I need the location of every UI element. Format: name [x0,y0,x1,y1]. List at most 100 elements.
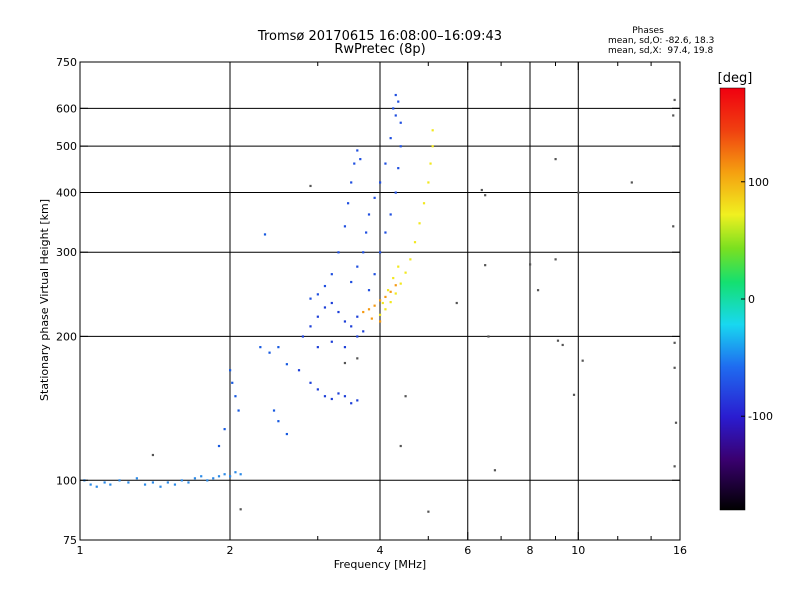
data-point [556,339,560,342]
data-point [343,320,347,323]
data-point [229,475,232,478]
data-point [272,409,276,412]
data-point [367,308,371,311]
data-point [223,428,226,431]
x-tick-label: 10 [571,544,585,557]
data-point [268,351,271,354]
data-points [83,93,678,513]
x-tick-label: 16 [673,544,687,557]
data-point [427,181,430,184]
series-e-layer-trace-o [83,471,242,488]
data-point [373,273,376,276]
data-point [356,265,359,268]
data-point [309,381,312,384]
data-point [674,421,678,424]
x-axis-ticks: 1 2 4 6 8 10 16 [77,62,687,557]
data-point [309,184,312,188]
data-point [323,284,327,288]
colorbar-gradient [719,87,746,511]
y-axis-label: Stationary phase Virtual Height [km] [38,199,51,401]
data-point [389,290,392,293]
data-point [309,325,312,328]
data-point [404,271,407,274]
data-point [529,263,532,266]
x-tick-label: 1 [77,544,84,557]
data-point [394,93,397,97]
data-point [384,295,387,299]
data-point [200,475,203,478]
data-point [231,381,234,384]
data-point [484,194,487,197]
data-point [673,98,676,102]
plot-area: 1 2 4 6 8 10 16 75 100 200 300 400 500 600 750 [56,56,687,557]
data-point [350,181,353,184]
data-point [346,202,350,205]
data-point [229,369,232,372]
data-point [330,340,333,343]
data-point [217,444,221,448]
data-point [554,158,557,161]
y-tick-label: 500 [56,140,77,153]
data-point [285,432,288,436]
series-f-layer-x-trace [379,129,434,316]
data-point [359,158,362,161]
data-point [379,313,382,316]
x-axis-label: Frequency [MHz] [334,558,426,571]
data-point [418,222,421,225]
data-point [151,481,155,484]
data-point [394,191,397,194]
data-point [673,366,676,369]
data-point [381,301,384,305]
data-point [367,289,371,292]
data-point [356,357,359,360]
series-sparse-scatter [151,98,678,513]
x-tick-label: 2 [227,544,234,557]
data-point [180,479,183,482]
data-point [323,306,327,309]
data-point [343,346,347,349]
data-point [404,395,407,398]
data-point [95,485,98,488]
x-tick-label: 6 [464,544,471,557]
data-point [301,335,305,338]
data-point [127,481,130,484]
x-tick-label: 8 [527,544,534,557]
data-point [399,145,402,148]
y-tick-label: 100 [56,474,77,487]
data-point [362,251,365,254]
phase-stats-title: Phases [632,26,664,36]
data-point [297,369,301,372]
data-point [397,167,400,170]
data-point [422,202,426,205]
data-point [356,315,359,318]
data-point [350,325,353,328]
data-point [394,114,397,117]
data-point [223,473,226,476]
data-point [581,359,584,362]
data-point [373,196,376,199]
data-point [484,264,487,267]
data-point [673,341,676,344]
y-tick-label: 300 [56,246,77,259]
data-point [356,335,359,338]
y-tick-label: 75 [63,534,77,547]
data-point [217,475,221,478]
data-point [394,292,397,295]
data-point [193,477,197,480]
data-point [536,289,540,292]
y-tick-label: 400 [56,186,77,199]
data-point [118,479,121,482]
colorbar-tick-label: 0 [748,293,755,306]
data-point [455,301,458,305]
data-point [386,289,390,292]
data-point [285,363,288,366]
data-point [362,330,365,333]
colorbar-tick-label: -100 [748,410,773,423]
data-point [350,280,353,284]
data-point [379,251,382,254]
data-point [413,241,417,244]
data-point [577,191,580,194]
data-point [316,346,319,349]
colorbar-ticks: 100 0 -100 [741,176,773,423]
